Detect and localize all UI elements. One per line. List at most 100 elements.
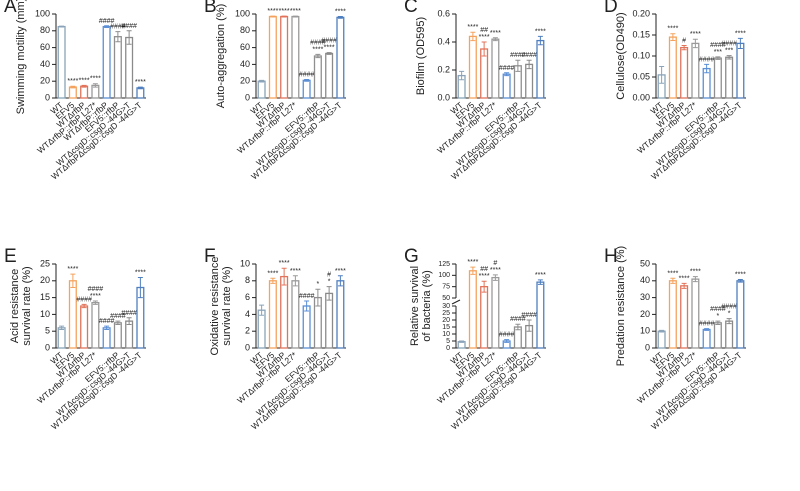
y-axis-label: Swimming motility (mm) [15, 0, 27, 114]
significance-label: **** [667, 270, 678, 277]
significance-label: #### [299, 72, 315, 79]
significance-label: **** [279, 260, 290, 267]
panel-letter: E [4, 246, 17, 267]
panel-letter: H [604, 246, 618, 267]
error-bar [104, 25, 110, 28]
y-tick-label: 20 [40, 275, 50, 285]
panel-letter: A [4, 0, 17, 17]
bar [525, 63, 534, 99]
significance-label: **** [324, 45, 335, 52]
y-tick-label: 0.6 [437, 8, 450, 18]
bar [491, 38, 500, 99]
axis-break [451, 299, 461, 305]
significance-label: #### [310, 39, 326, 46]
y-axis-label: Biofilm (OD595) [415, 17, 427, 95]
y-tick-label: 0.10 [632, 50, 650, 60]
bar [713, 322, 722, 349]
y-tick-label: 6 [245, 292, 250, 302]
bar [691, 42, 700, 99]
error-bar [537, 35, 543, 46]
error-bar [281, 267, 287, 286]
significance-label: #### [299, 293, 315, 300]
y-tick-label: 8 [245, 275, 250, 285]
y-tick-label: 0 [45, 92, 50, 102]
bar [125, 320, 134, 349]
bar [280, 15, 289, 99]
y-axis-label: Oxidative resistance [209, 256, 221, 355]
bar [657, 330, 666, 349]
significance-label: # [493, 260, 497, 267]
y-axis-label: survival rate (%) [21, 266, 33, 345]
significance-label: #### [121, 310, 137, 317]
error-bar [659, 329, 665, 333]
y-tick-label: 0.0 [437, 92, 450, 102]
significance-label: **** [535, 272, 546, 279]
error-bar [326, 286, 332, 301]
bar [691, 278, 700, 349]
bar [680, 46, 689, 99]
error-bar [81, 84, 87, 88]
y-tick-label: 0 [446, 345, 450, 352]
significance-label: **** [290, 8, 301, 15]
y-tick-label: 0 [245, 92, 250, 102]
y-tick-label: 50 [442, 295, 450, 302]
error-bar [737, 278, 743, 283]
significance-label: #### [321, 38, 337, 45]
bar [491, 276, 500, 349]
error-bar [526, 59, 532, 70]
bar [80, 85, 89, 99]
significance-label: #### [110, 24, 126, 31]
bar [736, 280, 745, 349]
bar [268, 15, 277, 99]
significance-label: #### [521, 312, 537, 319]
y-axis-label: survival rate (%) [221, 266, 233, 345]
bar [325, 52, 334, 99]
error-bar [492, 37, 498, 42]
error-bar [715, 56, 721, 60]
error-bar [481, 41, 487, 57]
bar [68, 280, 77, 349]
y-tick-label: 0 [45, 342, 50, 352]
significance-label: #### [99, 18, 115, 25]
significance-label: **** [312, 46, 323, 53]
panel-letter: C [404, 0, 418, 17]
error-bar [126, 30, 132, 45]
bar [113, 36, 122, 99]
error-bar [526, 319, 532, 332]
error-bar [670, 277, 676, 284]
significance-label: *** [714, 49, 722, 56]
y-tick-label: 30 [640, 292, 650, 302]
significance-label: #### [76, 296, 92, 303]
significance-label: #### [510, 316, 526, 323]
error-bar [337, 275, 343, 287]
error-bar [326, 52, 332, 55]
significance-label: **** [479, 273, 490, 280]
error-bar [304, 79, 310, 82]
bar [736, 42, 745, 99]
y-tick-label: 125 [438, 261, 450, 268]
significance-label: **** [90, 76, 101, 83]
bar [136, 87, 145, 99]
y-tick-label: 0.00 [632, 92, 650, 102]
error-bar [259, 79, 265, 83]
error-bar [270, 277, 276, 284]
error-bar [470, 266, 476, 275]
error-bar [115, 320, 121, 325]
bar [702, 328, 711, 349]
significance-label: **** [290, 268, 301, 275]
y-tick-label: 40 [240, 59, 250, 69]
y-tick-label: 75 [442, 284, 450, 291]
y-axis-label: of bacteria (%) [421, 270, 433, 342]
significance-label: **** [490, 30, 501, 37]
significance-label: **** [735, 271, 746, 278]
y-tick-label: 10 [240, 258, 250, 268]
y-tick-label: 20 [640, 309, 650, 319]
significance-label: #### [99, 318, 115, 325]
panel-letter: D [604, 0, 618, 17]
significance-label: #### [499, 332, 515, 339]
significance-label: ## [480, 27, 488, 34]
